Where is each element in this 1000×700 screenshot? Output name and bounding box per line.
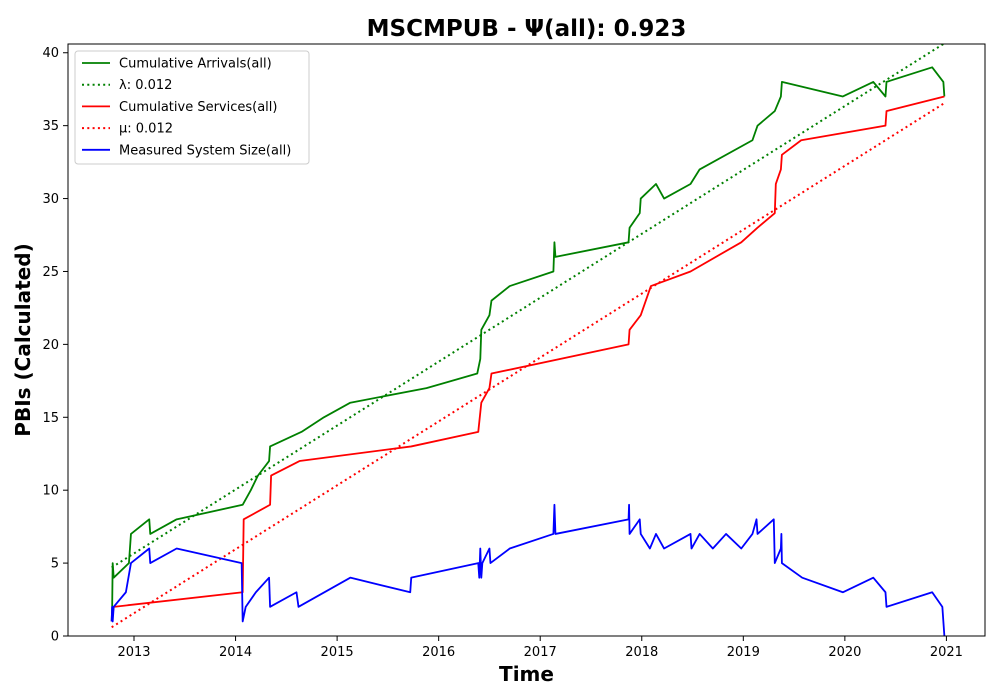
y-tick-label: 10 [42, 484, 59, 499]
y-tick-label: 15 [42, 411, 59, 426]
legend-entry: μ: 0.012 [119, 122, 173, 137]
x-tick-label: 2018 [625, 645, 658, 660]
x-tick-label: 2021 [930, 645, 963, 660]
legend-entry: Cumulative Services(all) [119, 100, 277, 115]
x-tick-label: 2015 [321, 645, 354, 660]
x-tick-label: 2020 [828, 645, 861, 660]
legend-entry: Measured System Size(all) [119, 143, 291, 158]
legend-entry: Cumulative Arrivals(all) [119, 57, 272, 72]
y-tick-label: 25 [42, 265, 59, 280]
y-axis-label: PBIs (Calculated) [11, 243, 35, 436]
x-axis-label: Time [499, 662, 554, 686]
y-tick-label: 35 [42, 119, 59, 134]
x-tick-label: 2017 [524, 645, 557, 660]
x-tick-label: 2016 [422, 645, 455, 660]
y-tick-label: 30 [42, 192, 59, 207]
y-tick-label: 5 [51, 557, 59, 572]
x-tick-label: 2019 [727, 645, 760, 660]
x-tick-label: 2014 [219, 645, 252, 660]
x-tick-label: 2013 [117, 645, 150, 660]
legend-entry: λ: 0.012 [119, 78, 172, 93]
series-line-4 [112, 505, 945, 636]
y-tick-label: 20 [42, 338, 59, 353]
chart-title: MSCMPUB - Ψ(all): 0.923 [367, 16, 687, 42]
x-axis: 2013 2014 2015 2016 2017 2018 2019 2020 2021 [117, 636, 962, 660]
y-tick-label: 0 [51, 630, 59, 645]
y-tick-label: 40 [42, 46, 59, 61]
y-axis: 0 5 10 15 20 25 30 35 40 [42, 46, 68, 644]
legend: Cumulative Arrivals(all) λ: 0.012 Cumulati… [75, 51, 309, 164]
